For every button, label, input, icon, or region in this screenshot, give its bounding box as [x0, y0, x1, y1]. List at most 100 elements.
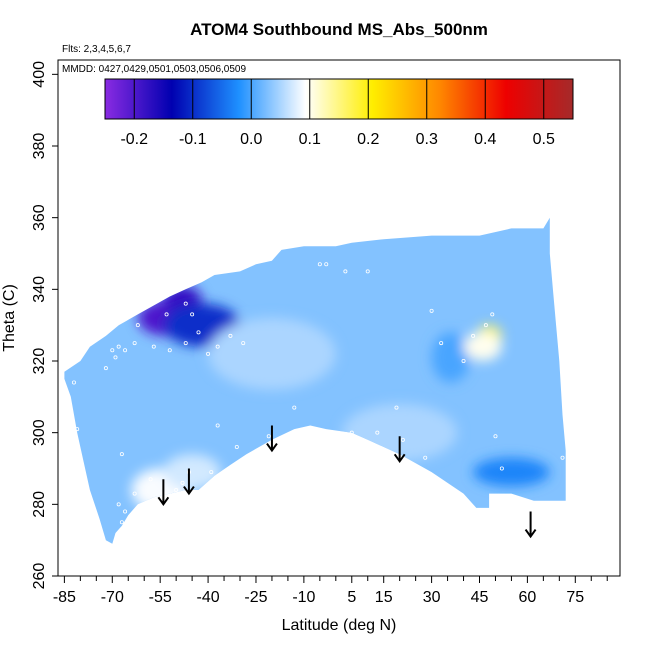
- sample-point: [375, 430, 380, 435]
- x-tick-label: -70: [101, 589, 124, 606]
- x-tick-label: -10: [292, 589, 315, 606]
- sample-point: [129, 520, 134, 525]
- sample-point: [471, 333, 476, 338]
- sample-point: [148, 477, 153, 482]
- x-tick-label: 75: [566, 589, 584, 606]
- y-axis: 260 280 300 320 340 360 380 400: [31, 61, 58, 589]
- sample-point: [190, 312, 195, 317]
- sample-point: [132, 491, 137, 496]
- x-tick-label: 5: [347, 589, 356, 606]
- x-tick-label: 60: [518, 589, 536, 606]
- x-tick-label: -25: [244, 589, 267, 606]
- colorbar: -0.2 -0.1 0.0 0.1 0.2 0.3 0.4 0.5: [104, 78, 574, 148]
- sample-point: [164, 312, 169, 317]
- sample-point: [560, 502, 565, 507]
- sample-point: [206, 351, 211, 356]
- colorbar-ticks: -0.2 -0.1 0.0 0.1 0.2 0.3 0.4 0.5: [120, 79, 555, 148]
- x-tick-label: 45: [471, 589, 489, 606]
- sample-point: [215, 423, 220, 428]
- down-arrow: [266, 425, 278, 453]
- sample-point: [490, 312, 495, 317]
- sample-point: [483, 323, 488, 328]
- y-tick-label: 400: [31, 61, 48, 88]
- colorbar-tick-label: -0.1: [179, 131, 207, 148]
- y-tick-label: 360: [31, 204, 48, 231]
- sample-point: [183, 301, 188, 306]
- sample-point: [234, 444, 239, 449]
- y-tick-label: 380: [31, 133, 48, 160]
- x-tick-label: -40: [197, 589, 220, 606]
- sample-points: [71, 262, 565, 525]
- x-axis: -85 -70 -55 -40 -25 -10 5 15 30 45 60 75: [53, 576, 608, 606]
- sample-point: [429, 308, 434, 313]
- sample-point: [400, 437, 405, 442]
- sample-point: [423, 455, 428, 460]
- sample-point: [461, 358, 466, 363]
- colorbar-tick-label: 0.3: [416, 131, 438, 148]
- sample-point: [241, 341, 246, 346]
- sample-point: [113, 355, 118, 360]
- colorbar-tick-label: 0.5: [533, 131, 555, 148]
- sample-point: [317, 262, 322, 267]
- colorbar-tick-label: -0.2: [120, 131, 148, 148]
- y-tick-label: 320: [31, 348, 48, 375]
- sample-point: [132, 341, 137, 346]
- x-tick-label: 30: [423, 589, 441, 606]
- field-feature: [163, 454, 221, 491]
- x-tick-label: -85: [53, 589, 76, 606]
- down-arrow: [524, 511, 537, 539]
- chart-title: ATOM4 Southbound MS_Abs_500nm: [190, 20, 488, 39]
- field-feature: [463, 332, 502, 361]
- sample-point: [266, 434, 271, 439]
- sample-point: [123, 348, 128, 353]
- sample-point: [167, 348, 172, 353]
- sample-point: [343, 269, 348, 274]
- plot-frame: [57, 59, 621, 577]
- heatmap-field: [64, 217, 566, 544]
- y-tick-label: 340: [31, 276, 48, 303]
- sample-point: [439, 341, 444, 346]
- sample-point: [499, 466, 504, 471]
- sample-point: [180, 480, 185, 485]
- sample-point: [116, 502, 121, 507]
- down-arrow: [157, 479, 170, 507]
- field-feature: [431, 332, 470, 383]
- sample-point: [174, 487, 179, 492]
- sample-point: [349, 430, 354, 435]
- arrow-markers: [157, 425, 537, 539]
- sample-point: [365, 269, 370, 274]
- x-tick-label: -55: [149, 589, 172, 606]
- sample-point: [196, 330, 201, 335]
- y-tick-label: 260: [31, 563, 48, 590]
- sample-point: [110, 348, 115, 353]
- sample-point: [493, 434, 498, 439]
- colorbar-tick-label: 0.0: [240, 131, 262, 148]
- colorbar-tick-label: 0.2: [357, 131, 379, 148]
- y-tick-label: 280: [31, 491, 48, 518]
- sample-point: [75, 427, 80, 432]
- sample-point: [119, 520, 124, 525]
- sample-point: [209, 470, 214, 475]
- flights-note: Flts: 2,3,4,5,6,7: [62, 44, 131, 55]
- x-axis-label: Latitude (deg N): [282, 617, 397, 634]
- sample-point: [324, 262, 329, 267]
- sample-point: [292, 405, 297, 410]
- sample-point: [228, 333, 233, 338]
- field-feature: [473, 457, 550, 487]
- colorbar-tick-label: 0.4: [474, 131, 496, 148]
- y-axis-label: Theta (C): [1, 284, 18, 352]
- sample-point: [215, 344, 220, 349]
- sample-point: [119, 452, 124, 457]
- colorbar-gradient: [104, 78, 574, 120]
- down-arrow: [183, 468, 195, 496]
- sample-point: [123, 509, 128, 514]
- sample-point: [71, 380, 76, 385]
- sample-point: [560, 455, 565, 460]
- sample-point: [103, 366, 108, 371]
- sample-point: [183, 341, 188, 346]
- sample-point: [151, 498, 156, 503]
- x-tick-label: 15: [375, 589, 393, 606]
- dates-note: MMDD: 0427,0429,0501,0503,0506,0509: [62, 64, 246, 75]
- sample-point: [151, 344, 156, 349]
